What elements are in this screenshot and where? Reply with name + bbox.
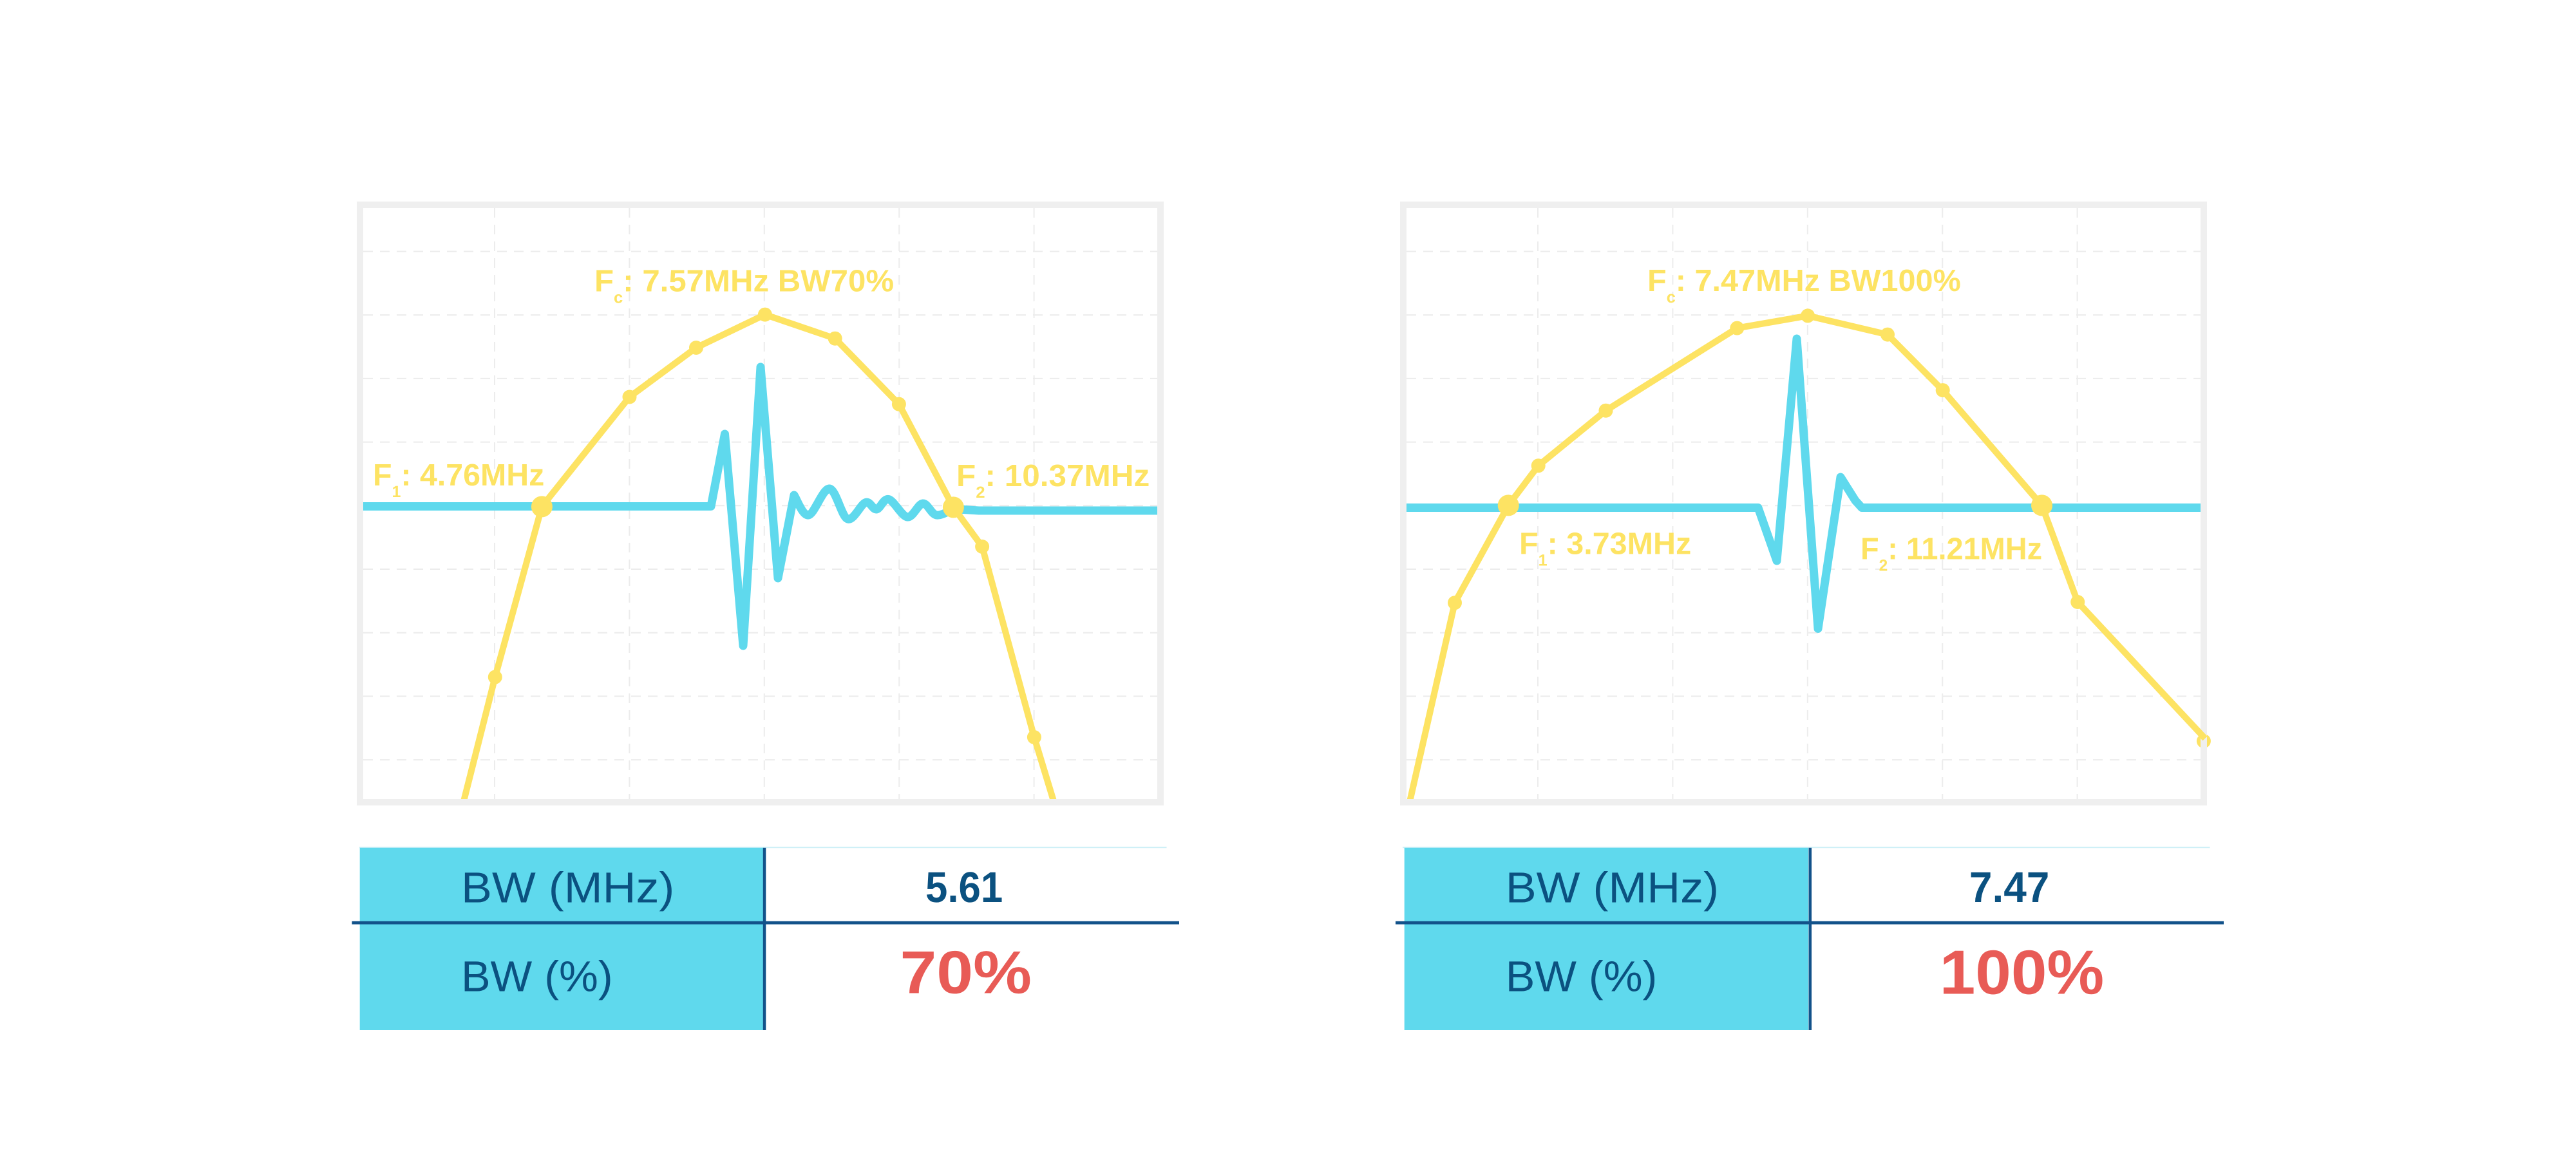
svg-text:BW (%): BW (%) (1506, 953, 1658, 1001)
svg-text:70%: 70% (900, 939, 1032, 1006)
svg-text:BW (MHz): BW (MHz) (1506, 863, 1719, 912)
svg-text:Fc: 7.47MHz BW100%: Fc: 7.47MHz BW100% (1647, 264, 1961, 306)
svg-text:7.47: 7.47 (1969, 863, 2049, 912)
svg-text:BW (%): BW (%) (461, 953, 613, 1001)
svg-text:100%: 100% (1940, 937, 2105, 1008)
svg-text:5.61: 5.61 (925, 863, 1003, 912)
svg-text:BW (MHz): BW (MHz) (461, 863, 674, 912)
